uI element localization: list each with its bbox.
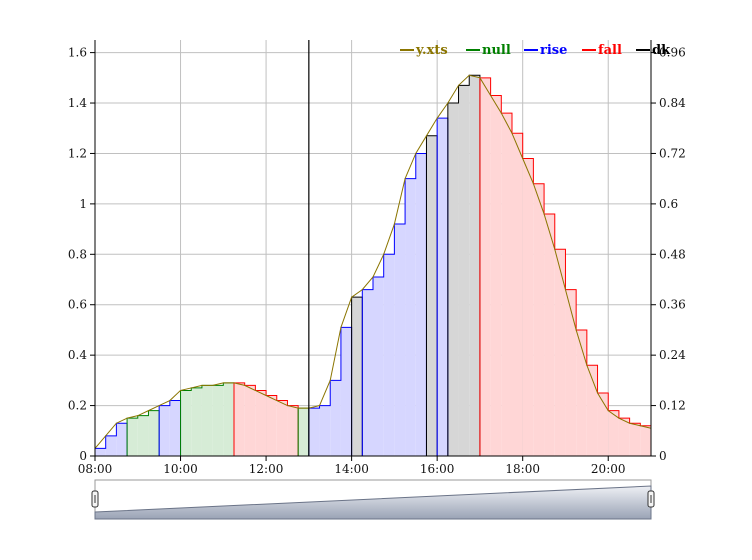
region-bar-fall: [640, 425, 651, 456]
region-bar-rise: [373, 276, 384, 456]
region-bar-fall: [266, 395, 277, 456]
region-bar-fall: [544, 213, 555, 456]
step-outline-fall: [233, 382, 299, 456]
region-bar-fall: [244, 385, 256, 456]
y-left-tick-label: 0.8: [68, 247, 87, 261]
region-bar-fall: [276, 400, 288, 456]
region-bar-fall: [533, 183, 545, 456]
region-bar-fall: [512, 133, 523, 456]
region-bar-rise: [362, 289, 373, 456]
region-bar-null: [180, 390, 192, 456]
legend-label-y.xts: y.xts: [415, 43, 448, 58]
series-line: [94, 74, 652, 449]
y-left-tick-label: 0.4: [68, 348, 87, 362]
x-tick-label: 16:00: [420, 462, 455, 476]
legend-label-rise: rise: [540, 43, 567, 58]
y-right-tick-label: 0.6: [659, 197, 678, 211]
y-left-tick-label: 1.4: [68, 96, 87, 110]
region-bar-fall: [576, 329, 587, 456]
region-bar-null: [298, 408, 309, 456]
legend-label-fall: fall: [598, 43, 622, 58]
y-right-tick-label: 0.48: [659, 247, 686, 261]
region-bar-rise: [105, 435, 117, 456]
region-bar-dk: [469, 75, 480, 456]
range-navigator[interactable]: [91, 479, 655, 520]
region-bar-dk: [351, 297, 363, 456]
x-tick-label: 12:00: [249, 462, 284, 476]
step-outline-rise: [94, 422, 128, 456]
region-bar-fall: [479, 77, 491, 457]
legend: y.xts null rise fall dk: [400, 43, 671, 58]
region-bar-fall: [287, 405, 299, 456]
region-bar-rise: [330, 380, 341, 456]
region-bar-fall: [586, 365, 598, 456]
step-outline-rise: [361, 152, 427, 456]
region-bar-fall: [234, 382, 245, 456]
region-bar-dk: [426, 135, 438, 456]
step-outline-rise: [308, 326, 353, 456]
y-right-tick-label: 0.36: [659, 298, 686, 312]
region-bar-null: [148, 410, 160, 456]
region-bar-null: [127, 418, 138, 456]
region-bar-rise: [116, 423, 128, 456]
region-bar-fall: [255, 390, 267, 456]
region-bar-rise: [383, 254, 395, 456]
y-left-tick-label: 1: [79, 197, 87, 211]
region-bar-rise: [159, 405, 170, 456]
y-right-tick-label: 0.12: [659, 399, 686, 413]
region-bar-fall: [522, 158, 534, 457]
regions: [95, 75, 651, 457]
y-left-tick-label: 0.2: [68, 399, 87, 413]
region-bar-null: [223, 382, 234, 456]
x-tick-label: 08:00: [78, 462, 113, 476]
region-bar-fall: [618, 418, 630, 456]
region-bar-fall: [501, 113, 512, 457]
region-bar-rise: [169, 400, 181, 456]
step-outline-fall: [479, 77, 652, 456]
region-bar-null: [212, 385, 224, 456]
x-tick-label: 20:00: [591, 462, 626, 476]
step-outline-dk: [447, 74, 481, 456]
series-line-y-xts: [94, 74, 652, 449]
region-bar-null: [137, 415, 149, 456]
region-bar-null: [201, 385, 213, 456]
region-bar-fall: [597, 392, 609, 456]
legend-label-null: null: [482, 43, 511, 58]
y-left-tick-label: 1.2: [68, 146, 87, 160]
x-tick-label: 18:00: [505, 462, 540, 476]
region-bar-rise: [437, 118, 448, 456]
region-bar-fall: [565, 289, 577, 456]
region-bar-dk: [458, 85, 470, 456]
axes: 08:00 10:00 12:00 14:00 16:00 18:00 20:00 0 0.2 0…: [68, 40, 686, 476]
y-right-tick-label: 0.84: [659, 96, 686, 110]
y-left-tick-label: 0: [79, 449, 87, 463]
y-right-tick-label: 0.96: [659, 46, 686, 60]
region-bar-fall: [554, 249, 566, 456]
region-bar-rise: [95, 448, 106, 456]
region-bar-rise: [308, 408, 320, 456]
region-bar-fall: [629, 423, 641, 456]
region-bar-rise: [394, 224, 406, 456]
region-bar-fall: [608, 410, 619, 456]
region-bar-null: [191, 387, 202, 456]
navigator-preview: [94, 485, 652, 520]
x-tick-label: 10:00: [163, 462, 198, 476]
region-bar-rise: [415, 153, 427, 457]
region-bar-rise: [340, 327, 352, 456]
region-bar-rise: [319, 405, 331, 456]
y-left-tick-label: 0.6: [68, 298, 87, 312]
y-left-tick-label: 1.6: [68, 46, 87, 60]
x-tick-label: 14:00: [334, 462, 369, 476]
region-bar-dk: [447, 103, 459, 456]
region-bar-rise: [405, 178, 416, 456]
y-right-tick-label: 0: [659, 449, 667, 463]
y-right-tick-label: 0.72: [659, 146, 686, 160]
region-bar-fall: [490, 95, 502, 456]
legend-label-dk: dk: [652, 43, 671, 58]
y-right-tick-label: 0.24: [659, 348, 686, 362]
